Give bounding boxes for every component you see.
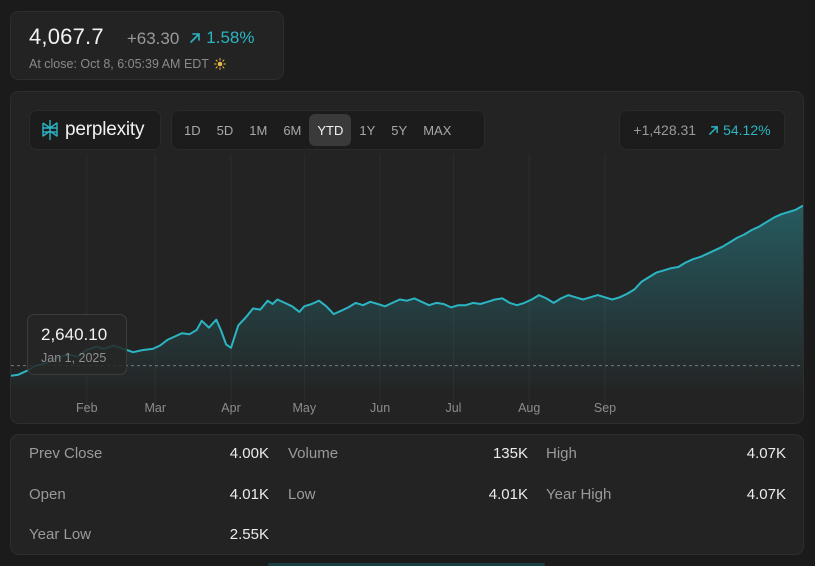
x-tick-label: May bbox=[292, 401, 317, 415]
range-tab-6m[interactable]: 6M bbox=[283, 122, 302, 138]
sun-icon bbox=[214, 58, 226, 70]
key-stats-card: Prev Close 4.00K Volume 135K High 4.07K Open 4.… bbox=[10, 434, 804, 555]
stat-label: Prev Close bbox=[29, 445, 103, 462]
period-change-value: +1,428.31 bbox=[633, 122, 697, 138]
x-tick-label: Feb bbox=[75, 401, 98, 415]
period-change-percent-value: 54.12% bbox=[723, 122, 771, 138]
stat-label: Year High bbox=[546, 486, 612, 503]
stat-year-low: Year Low 2.55K bbox=[29, 526, 269, 543]
price-area-fill bbox=[11, 205, 803, 387]
quote-summary-card: 4,067.7 +63.30 1.58% At close: Oct 8, 6:… bbox=[10, 11, 284, 80]
stat-high: High 4.07K bbox=[546, 445, 786, 462]
time-range-selector: 1D 5D 1M 6M YTD 1Y 5Y MAX bbox=[171, 110, 485, 150]
stat-volume: Volume 135K bbox=[288, 445, 528, 462]
stat-label: High bbox=[546, 445, 577, 462]
stat-year-high: Year High 4.07K bbox=[546, 486, 786, 503]
stat-open: Open 4.01K bbox=[29, 486, 269, 503]
price-change: +63.30 bbox=[126, 29, 180, 48]
x-tick-label: Apr bbox=[221, 401, 241, 415]
price-change-percent-value: 1.58% bbox=[206, 28, 255, 47]
stat-value: 4.07K bbox=[746, 486, 786, 503]
stat-label: Volume bbox=[288, 445, 339, 462]
range-tab-1d[interactable]: 1D bbox=[184, 122, 201, 138]
x-tick-label: Aug bbox=[518, 401, 541, 415]
x-tick-label: Mar bbox=[144, 401, 166, 415]
stat-prev-close: Prev Close 4.00K bbox=[29, 445, 269, 462]
period-change-percent: 54.12% bbox=[708, 122, 771, 138]
start-value-tooltip: 2,640.10 Jan 1, 2025 bbox=[27, 314, 127, 375]
current-price: 4,067.7 bbox=[29, 24, 104, 49]
stat-value: 2.55K bbox=[229, 526, 269, 543]
range-tab-5y[interactable]: 5Y bbox=[391, 122, 408, 138]
close-timestamp: At close: Oct 8, 6:05:39 AM EDT bbox=[29, 57, 209, 71]
range-tab-1y[interactable]: 1Y bbox=[359, 122, 376, 138]
x-tick-label: Jul bbox=[445, 401, 462, 415]
stat-label: Open bbox=[29, 486, 66, 503]
price-chart-card: perplexity 1D 5D 1M 6M YTD 1Y 5Y MAX +1,428.31 … bbox=[10, 91, 804, 424]
arrow-up-right-icon bbox=[709, 125, 718, 135]
range-tab-ytd[interactable]: YTD bbox=[309, 114, 352, 146]
tooltip-value: 2,640.10 bbox=[41, 325, 108, 344]
stat-low: Low 4.01K bbox=[288, 486, 528, 503]
stat-value: 135K bbox=[492, 445, 528, 462]
stat-value: 4.01K bbox=[229, 486, 269, 503]
stat-value: 4.07K bbox=[746, 445, 786, 462]
stat-value: 4.00K bbox=[229, 445, 269, 462]
arrow-up-right-icon bbox=[190, 33, 201, 43]
tooltip-date: Jan 1, 2025 bbox=[41, 351, 107, 365]
perplexity-logo[interactable]: perplexity bbox=[29, 110, 161, 150]
period-change-box: +1,428.31 54.12% bbox=[619, 110, 785, 150]
range-tab-5d[interactable]: 5D bbox=[216, 122, 234, 138]
range-tab-1m[interactable]: 1M bbox=[249, 122, 268, 138]
scroll-indicator bbox=[268, 563, 545, 566]
range-tab-max[interactable]: MAX bbox=[423, 122, 452, 138]
perplexity-logo-icon bbox=[42, 120, 58, 140]
stat-label: Year Low bbox=[29, 526, 91, 543]
x-tick-label: Sep bbox=[593, 401, 617, 415]
price-chart[interactable] bbox=[11, 92, 804, 424]
stat-value: 4.01K bbox=[488, 486, 528, 503]
price-change-percent: 1.58% bbox=[189, 28, 255, 48]
price-line bbox=[11, 204, 803, 377]
x-tick-label: Jun bbox=[370, 401, 391, 415]
logo-text: perplexity bbox=[65, 119, 145, 140]
stat-label: Low bbox=[288, 486, 316, 503]
